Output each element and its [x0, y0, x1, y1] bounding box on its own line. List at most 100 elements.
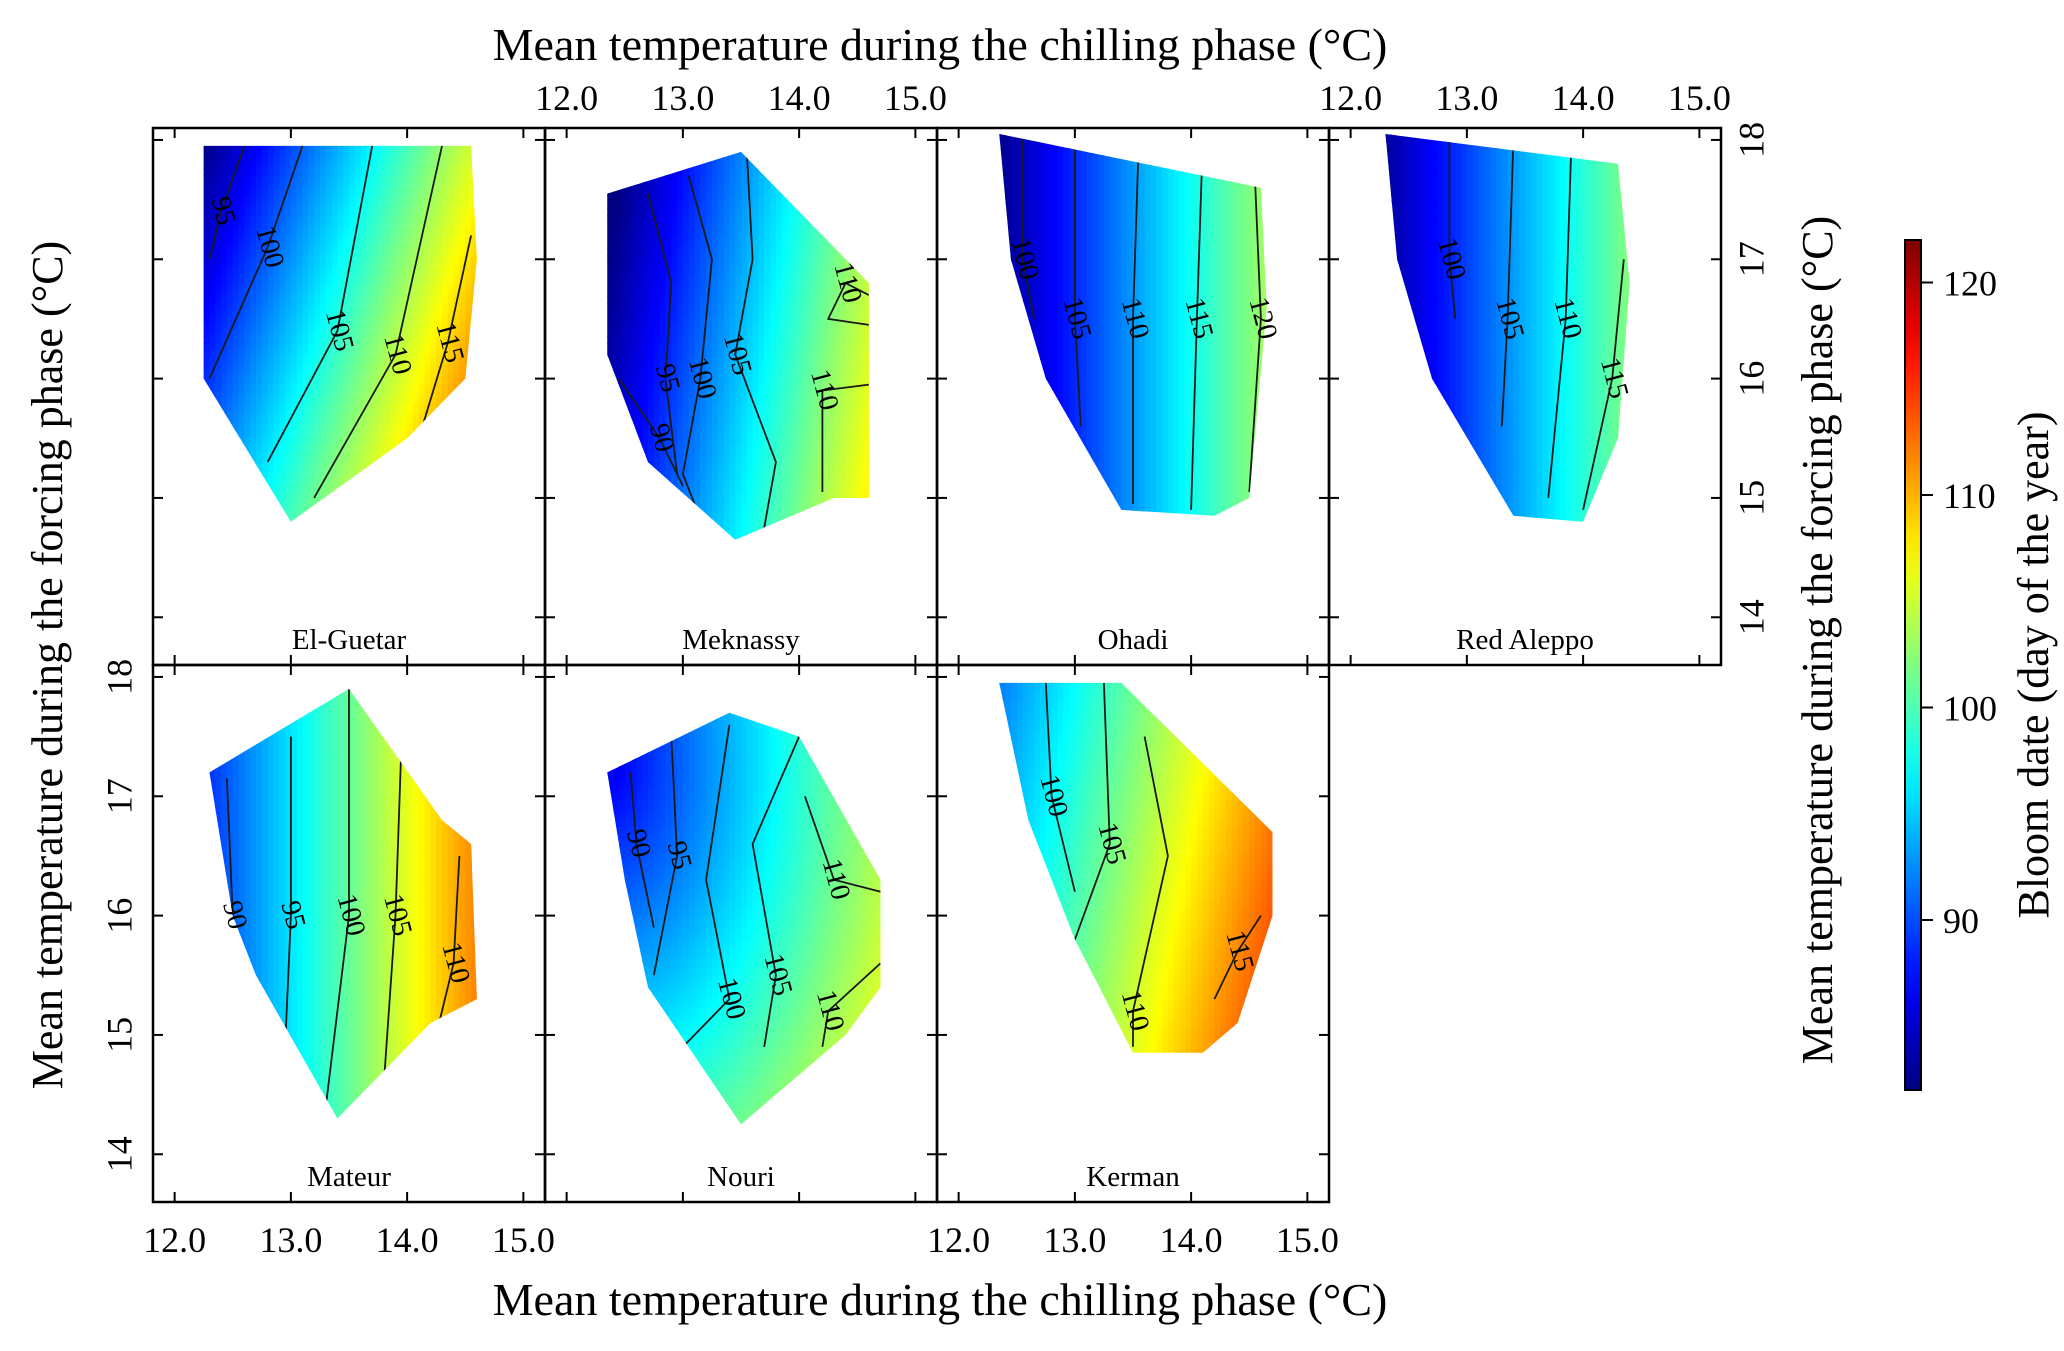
heatmap-cell — [442, 201, 449, 210]
heatmap-cell — [483, 370, 490, 378]
heatmap-cell — [389, 470, 397, 478]
heatmap-cell — [494, 450, 501, 458]
heatmap-cell — [337, 591, 344, 599]
heatmap-cell — [290, 269, 298, 277]
heatmap-cell — [285, 605, 292, 613]
heatmap-cell — [384, 538, 391, 546]
heatmap-cell — [349, 585, 356, 593]
heatmap-cell — [186, 464, 193, 472]
heatmap-cell — [279, 148, 286, 156]
heatmap-cell — [343, 362, 350, 371]
heatmap-cell — [512, 182, 519, 190]
heatmap-cell — [250, 322, 257, 331]
heatmap-cell — [297, 571, 304, 579]
heatmap-cell — [383, 436, 391, 445]
heatmap-cell — [238, 228, 246, 237]
heatmap-cell — [518, 336, 525, 344]
heatmap-cell — [442, 463, 449, 472]
heatmap-cell — [500, 289, 507, 297]
heatmap-cell — [290, 201, 298, 210]
heatmap-cell — [372, 591, 379, 599]
heatmap-cell — [319, 222, 327, 230]
heatmap-cell — [209, 222, 217, 230]
heatmap-cell — [465, 248, 472, 257]
heatmap-cell — [430, 255, 437, 263]
heatmap-cell — [331, 188, 339, 196]
heatmap-cell — [203, 322, 211, 331]
heatmap-cell — [331, 503, 339, 512]
heatmap-cell — [447, 403, 455, 411]
heatmap-cell — [209, 302, 217, 310]
heatmap-cell — [378, 168, 385, 176]
heatmap-cell — [233, 611, 240, 619]
heatmap-cell — [325, 255, 333, 263]
heatmap-cell — [412, 450, 420, 458]
heatmap-cell — [442, 376, 449, 384]
heatmap-cell — [256, 161, 263, 170]
heatmap-cell — [302, 302, 310, 310]
heatmap-cell — [483, 497, 490, 505]
heatmap-cell — [203, 517, 211, 522]
heatmap-cell — [389, 302, 397, 310]
heatmap-cell — [244, 564, 251, 572]
heatmap-cell — [430, 652, 437, 660]
heatmap-cell — [471, 376, 477, 384]
heatmap-cell — [396, 598, 403, 606]
heatmap-cell — [186, 235, 193, 243]
heatmap-cell — [512, 484, 519, 492]
heatmap-cell — [180, 282, 187, 290]
heatmap-cell — [372, 316, 379, 324]
heatmap-cell — [442, 154, 449, 163]
heatmap-cell — [465, 235, 472, 243]
heatmap-cell — [337, 510, 344, 519]
heatmap-cell — [203, 295, 205, 304]
heatmap-cell — [169, 296, 176, 304]
heatmap-cell — [424, 349, 432, 357]
heatmap-cell — [483, 282, 490, 290]
heatmap-cell — [290, 228, 298, 237]
heatmap-cell — [465, 275, 472, 284]
heatmap-cell — [453, 396, 461, 404]
heatmap-cell — [354, 195, 362, 203]
heatmap-cell — [447, 215, 455, 223]
heatmap-cell — [436, 396, 443, 404]
heatmap-cell — [331, 490, 339, 498]
heatmap-cell — [459, 215, 466, 223]
heatmap-cell — [412, 262, 420, 270]
heatmap-cell — [459, 356, 466, 364]
heatmap-cell — [459, 423, 466, 431]
heatmap-cell — [366, 175, 373, 183]
heatmap-cell — [407, 145, 414, 149]
heatmap-cell — [308, 316, 315, 324]
heatmap-cell — [518, 188, 525, 196]
heatmap-cell — [419, 638, 426, 646]
heatmap-cell — [366, 329, 373, 337]
heatmap-cell — [204, 578, 211, 586]
heatmap-cell — [418, 369, 426, 378]
heatmap-cell — [407, 470, 414, 478]
heatmap-cell — [302, 255, 310, 263]
heatmap-cell — [506, 215, 513, 223]
heatmap-cell — [238, 275, 246, 284]
heatmap-cell — [163, 605, 170, 613]
heatmap-cell — [477, 591, 484, 599]
heatmap-cell — [331, 396, 339, 404]
heatmap-cell — [337, 228, 344, 237]
heatmap-cell — [483, 423, 490, 431]
heatmap-cell — [412, 201, 420, 210]
heatmap-cell — [314, 316, 321, 324]
heatmap-cell — [436, 248, 443, 257]
heatmap-cell — [279, 309, 286, 317]
heatmap-cell — [412, 463, 420, 472]
heatmap-cell — [192, 343, 199, 351]
heatmap-cell — [483, 652, 490, 660]
heatmap-cell — [349, 135, 356, 143]
heatmap-cell — [226, 362, 234, 371]
heatmap-cell — [518, 289, 525, 297]
heatmap-cell — [163, 403, 170, 411]
heatmap-cell — [244, 503, 251, 512]
heatmap-cell — [401, 235, 408, 243]
heatmap-cell — [418, 396, 426, 404]
heatmap-cell — [471, 329, 477, 337]
heatmap-cell — [366, 161, 373, 170]
